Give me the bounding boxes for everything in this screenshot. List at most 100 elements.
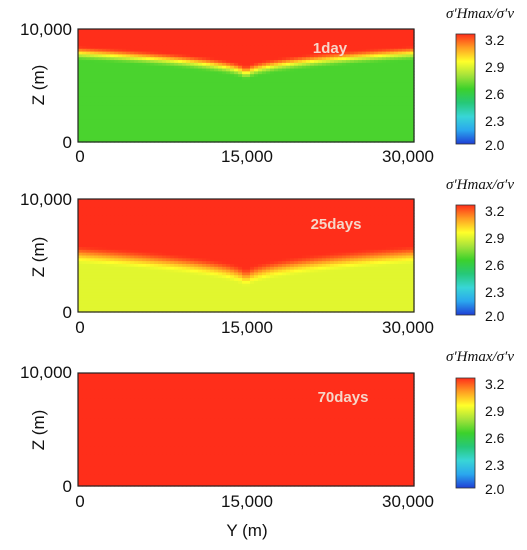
heat-cell	[98, 133, 103, 137]
heat-cell	[382, 218, 387, 223]
heat-cell	[150, 51, 155, 56]
heat-cell	[78, 110, 83, 115]
heat-cell	[270, 51, 275, 56]
heat-cell	[406, 122, 411, 126]
heat-cell	[210, 221, 215, 226]
heat-cell	[290, 221, 295, 226]
heat-cell	[282, 232, 287, 237]
heat-cell	[214, 65, 219, 70]
heat-cell	[142, 215, 147, 220]
heat-cell	[194, 116, 199, 121]
heat-cell	[382, 71, 387, 75]
heat-cell	[90, 235, 95, 240]
heat-cell	[210, 247, 215, 251]
heat-cell	[118, 139, 123, 143]
heat-cell	[130, 65, 135, 70]
heat-cell	[114, 91, 119, 95]
heat-cell	[326, 105, 331, 109]
heat-cell	[122, 45, 127, 50]
heat-cell	[374, 213, 379, 217]
heat-cell	[218, 235, 223, 240]
heat-cell	[202, 79, 207, 84]
heat-cell	[358, 105, 363, 109]
heat-cell	[386, 102, 391, 106]
heat-cell	[174, 45, 179, 50]
heat-cell	[146, 125, 151, 129]
heat-cell	[346, 82, 351, 87]
heat-cell	[358, 139, 363, 143]
heat-cell	[222, 40, 227, 44]
heat-cell	[326, 213, 331, 217]
heat-cell	[126, 71, 131, 75]
heat-cell	[198, 102, 203, 106]
heat-cell	[386, 122, 391, 126]
heat-cell	[94, 40, 99, 44]
heat-cell	[354, 119, 359, 123]
heat-cell	[142, 91, 147, 95]
heat-cell	[146, 65, 151, 70]
heat-cell	[262, 238, 267, 242]
heat-cell	[278, 207, 283, 211]
heat-cell	[286, 133, 291, 137]
heat-cell	[210, 102, 215, 106]
heat-cell	[146, 204, 151, 209]
heat-cell	[182, 29, 187, 33]
heat-cell	[110, 48, 115, 53]
heat-cell	[270, 210, 275, 214]
heat-cell	[206, 68, 211, 72]
heat-cell	[114, 40, 119, 44]
heat-cell	[174, 199, 179, 203]
heat-cell	[234, 71, 239, 75]
heat-cell	[138, 54, 143, 58]
heat-cell	[258, 37, 263, 41]
heat-cell	[234, 48, 239, 53]
heat-cell	[390, 108, 395, 112]
heat-cell	[230, 210, 235, 214]
heat-cell	[278, 127, 283, 132]
heat-cell	[254, 230, 259, 234]
heat-cell	[186, 62, 191, 67]
heat-cell	[274, 62, 279, 67]
heat-cell	[158, 119, 163, 123]
heat-cell	[358, 60, 363, 64]
heat-cell	[226, 224, 231, 228]
heat-cell	[318, 238, 323, 242]
heat-cell	[78, 105, 83, 109]
heat-cell	[282, 60, 287, 64]
heat-cell	[86, 201, 91, 206]
heat-cell	[134, 65, 139, 70]
heat-cell	[318, 91, 323, 95]
heat-cell	[154, 57, 159, 61]
heat-cell	[278, 77, 283, 81]
heat-cell	[186, 116, 191, 121]
heat-cell	[390, 68, 395, 72]
heat-cell	[214, 88, 219, 92]
heat-cell	[230, 113, 235, 118]
heat-cell	[362, 40, 367, 44]
heat-cell	[290, 238, 295, 242]
heat-cell	[182, 99, 187, 104]
heat-cell	[82, 105, 87, 109]
heat-cell	[190, 68, 195, 72]
heat-cell	[338, 130, 343, 135]
heat-cell	[102, 96, 107, 101]
heat-cell	[210, 227, 215, 231]
heat-cell	[374, 57, 379, 61]
heat-cell	[158, 230, 163, 234]
heat-cell	[398, 127, 403, 132]
heat-cell	[274, 207, 279, 211]
heat-cell	[370, 88, 375, 92]
heat-cell	[198, 57, 203, 61]
heat-cell	[142, 235, 147, 240]
heat-cell	[246, 110, 251, 115]
heat-cell	[226, 45, 231, 50]
heat-cell	[110, 252, 115, 257]
heat-cell	[234, 232, 239, 237]
heat-cell	[210, 85, 215, 89]
heat-cell	[214, 43, 219, 47]
heat-cell	[106, 113, 111, 118]
heat-cell	[186, 119, 191, 123]
heat-cell	[342, 241, 347, 245]
heat-cell	[402, 88, 407, 92]
heat-cell	[106, 74, 111, 78]
